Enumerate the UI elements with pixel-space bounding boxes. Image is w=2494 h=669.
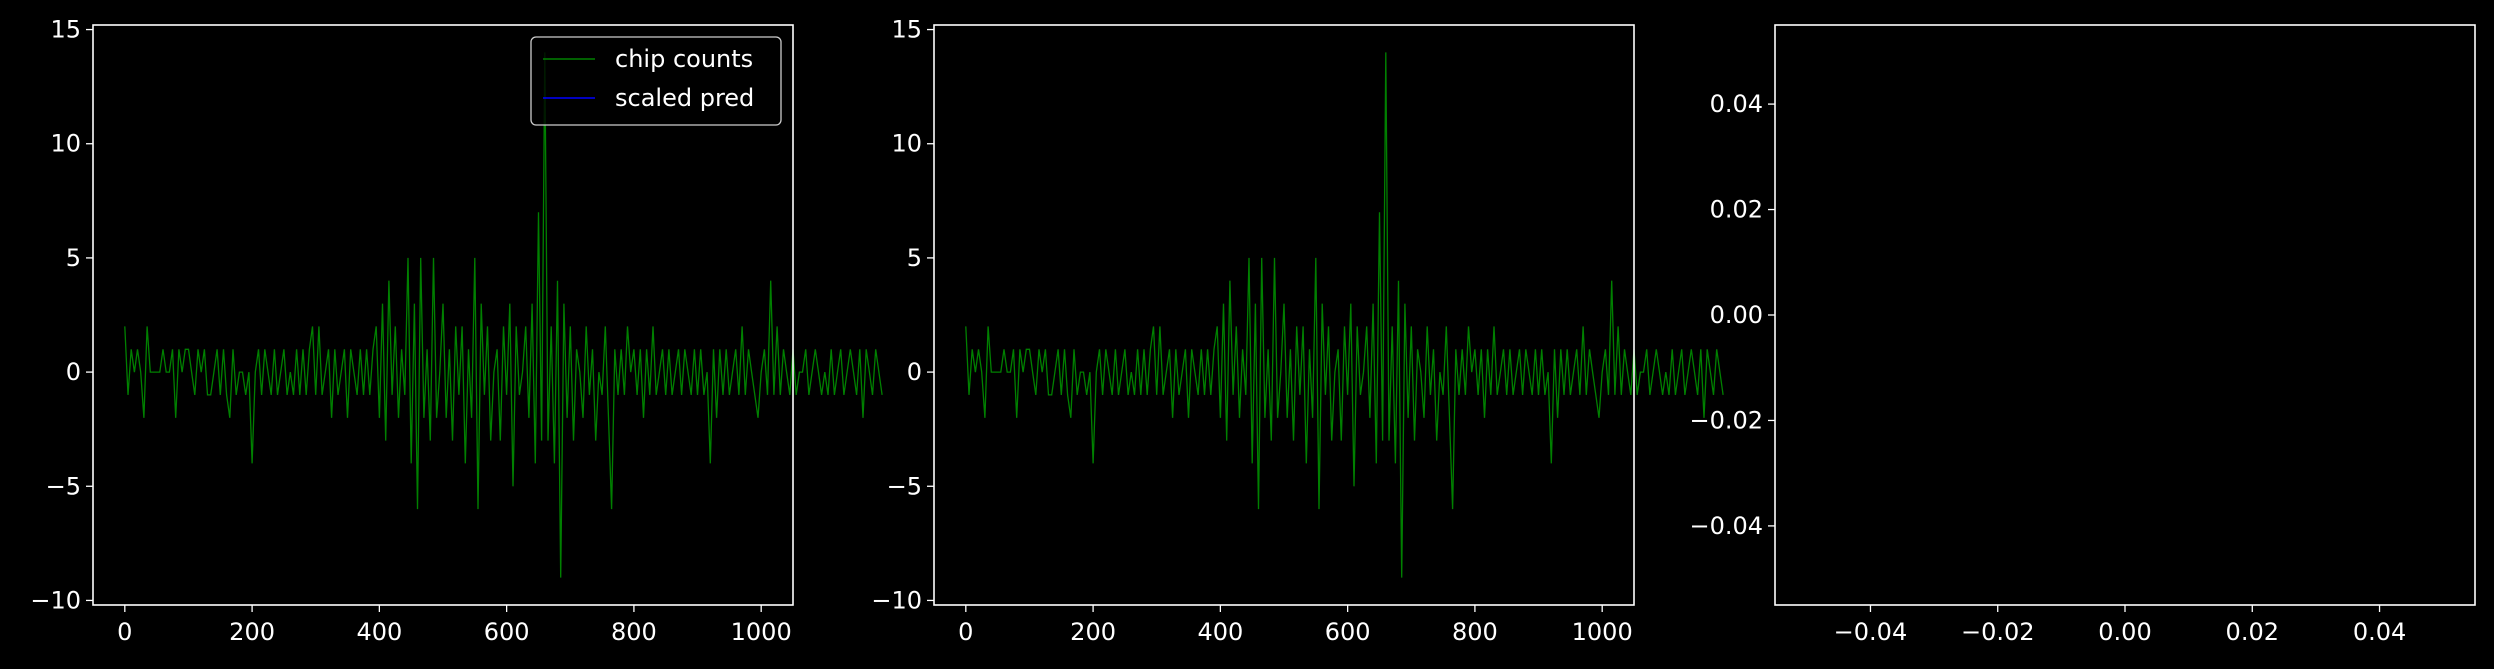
y-tick-label: −0.02 xyxy=(1689,406,1763,434)
axes-frame xyxy=(933,24,1635,606)
y-tick-label: 10 xyxy=(50,130,81,158)
y-tick-label: −10 xyxy=(871,586,922,614)
x-tick-label: 1000 xyxy=(731,618,792,646)
x-tick-label: 200 xyxy=(229,618,275,646)
axes-panel-2: 0 200 400 600 800 1000 −10 −5 0 5 10 15 xyxy=(871,16,1724,646)
y-tick-label: −5 xyxy=(46,472,81,500)
y-tick-label: 10 xyxy=(891,130,922,158)
axes-panel-3: −0.04 −0.02 0.00 0.02 0.04 −0.04 −0.02 0.00 0.02… xyxy=(1689,24,2476,646)
x-tick-label: 400 xyxy=(356,618,402,646)
y-tick-label: −10 xyxy=(30,586,81,614)
y-tick-label: 0 xyxy=(66,358,81,386)
x-tick-label: 800 xyxy=(611,618,657,646)
x-tick-label: 400 xyxy=(1197,618,1243,646)
x-tick-label: 600 xyxy=(484,618,530,646)
y-tick-label: 15 xyxy=(50,16,81,44)
legend-label: scaled pred xyxy=(615,84,754,112)
x-tick-label: 0 xyxy=(117,618,132,646)
y-tick-label: 0.02 xyxy=(1710,196,1763,224)
axes-panel-1: 0 200 400 600 800 1000 −10 −5 0 5 10 15 chip counts s… xyxy=(30,16,883,646)
y-tick-label: 5 xyxy=(66,244,81,272)
x-tick-label: 0.04 xyxy=(2353,618,2406,646)
y-tick-label: 0 xyxy=(907,358,922,386)
x-tick-label: 200 xyxy=(1070,618,1116,646)
legend-label: chip counts xyxy=(615,45,753,73)
series-line-series-1 xyxy=(965,52,1724,578)
y-tick-label: 15 xyxy=(891,16,922,44)
axes-frame xyxy=(92,24,794,606)
plot-area xyxy=(1775,25,2475,605)
x-tick-label: 800 xyxy=(1452,618,1498,646)
y-tick-label: −0.04 xyxy=(1689,512,1763,540)
y-tick-label: 0.00 xyxy=(1710,301,1763,329)
legend: chip counts scaled pred xyxy=(530,36,782,126)
y-tick-label: 0.04 xyxy=(1710,90,1763,118)
x-tick-label: 0.00 xyxy=(2098,618,2151,646)
x-tick-label: 0.02 xyxy=(2226,618,2279,646)
y-tick-label: 5 xyxy=(907,244,922,272)
y-tick-label: −5 xyxy=(887,472,922,500)
x-tick-label: 600 xyxy=(1325,618,1371,646)
x-tick-label: −0.04 xyxy=(1834,618,1908,646)
series-line-chip-counts xyxy=(124,52,883,578)
x-tick-label: −0.02 xyxy=(1961,618,2035,646)
x-tick-label: 0 xyxy=(958,618,973,646)
x-tick-label: 1000 xyxy=(1572,618,1633,646)
